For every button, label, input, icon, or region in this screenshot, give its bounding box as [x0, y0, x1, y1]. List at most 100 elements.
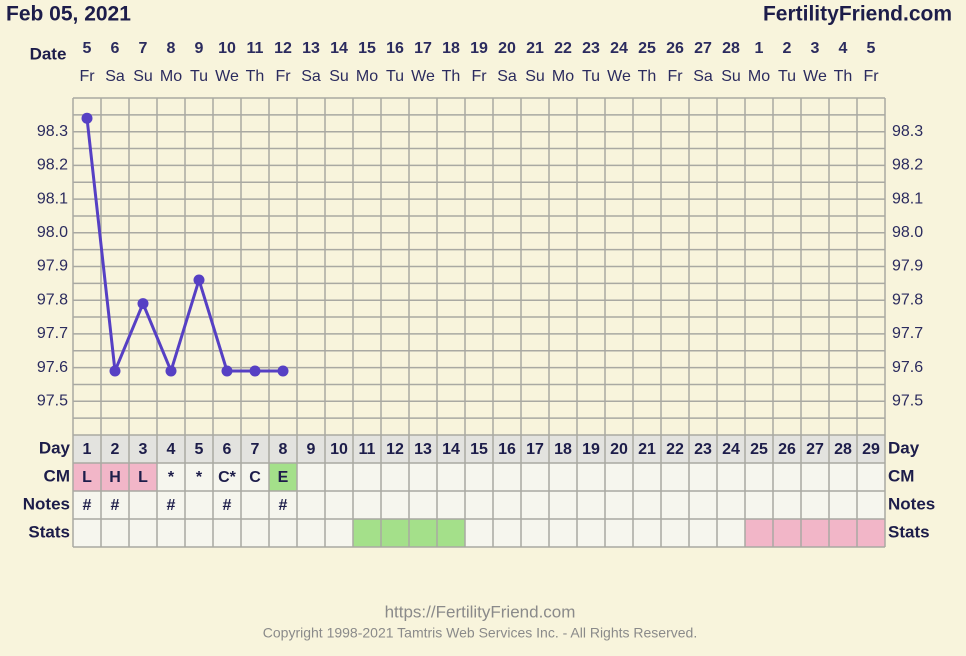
weekday: Fr	[471, 68, 487, 85]
weekday: Fr	[79, 68, 95, 85]
weekday: Fr	[863, 68, 879, 85]
day: 19	[582, 441, 600, 458]
weekday: Th	[442, 68, 461, 85]
stats-cell	[437, 519, 465, 547]
day: 8	[279, 441, 288, 458]
weekday: We	[803, 68, 827, 85]
temperature-point	[277, 365, 289, 377]
cm-cell	[73, 463, 101, 491]
note: #	[83, 497, 92, 514]
note: #	[223, 497, 232, 514]
note: #	[279, 497, 288, 514]
y-tick-label: 98.3	[37, 123, 68, 140]
date: 28	[722, 40, 740, 57]
weekday: Tu	[386, 68, 404, 85]
day: 15	[470, 441, 488, 458]
date: 15	[358, 40, 376, 57]
date: 26	[666, 40, 684, 57]
y-tick-label: 98.1	[892, 190, 923, 207]
day: 14	[442, 441, 460, 458]
y-tick-label: 97.5	[37, 393, 68, 410]
note: #	[167, 497, 176, 514]
copyright: Copyright 1998-2021 Tamtris Web Services…	[263, 625, 697, 641]
date: 8	[167, 40, 176, 57]
note: #	[111, 497, 120, 514]
weekday: We	[607, 68, 631, 85]
day: 21	[638, 441, 656, 458]
temperature-point	[193, 274, 205, 286]
day: 2	[111, 441, 120, 458]
weekday: Mo	[552, 68, 574, 85]
row-bg	[73, 435, 885, 463]
date: 19	[470, 40, 488, 57]
temperature-point	[249, 365, 261, 377]
cm: H	[109, 469, 121, 486]
date-label: Date	[30, 44, 67, 63]
row-label: Day	[39, 438, 71, 457]
day: 27	[806, 441, 824, 458]
stats-cell	[409, 519, 437, 547]
row-label: Stats	[888, 522, 930, 541]
cm: L	[138, 469, 148, 486]
y-tick-label: 98.2	[37, 157, 68, 174]
weekday: Su	[133, 68, 153, 85]
day: 24	[722, 441, 740, 458]
stats-cell	[381, 519, 409, 547]
date: 7	[139, 40, 148, 57]
temperature-point	[137, 298, 149, 310]
chart-title: Feb 05, 2021	[6, 3, 131, 26]
weekday: We	[411, 68, 435, 85]
day: 9	[307, 441, 316, 458]
cm-cell	[101, 463, 129, 491]
weekday: Sa	[301, 68, 321, 85]
day: 18	[554, 441, 572, 458]
stats-cell	[857, 519, 885, 547]
day: 4	[167, 441, 176, 458]
y-tick-label: 97.9	[37, 258, 68, 275]
row-bg	[73, 491, 885, 519]
weekday: Fr	[275, 68, 291, 85]
date: 4	[839, 40, 848, 57]
date: 10	[218, 40, 236, 57]
weekday: Su	[721, 68, 741, 85]
row-label: Stats	[28, 522, 70, 541]
date: 21	[526, 40, 544, 57]
weekday: Th	[834, 68, 853, 85]
date: 22	[554, 40, 572, 57]
date: 3	[811, 40, 820, 57]
day: 23	[694, 441, 712, 458]
y-tick-label: 97.8	[892, 291, 923, 308]
day: 26	[778, 441, 796, 458]
day: 7	[251, 441, 260, 458]
day: 22	[666, 441, 684, 458]
day: 5	[195, 441, 204, 458]
weekday: Tu	[778, 68, 796, 85]
day: 20	[610, 441, 628, 458]
day: 3	[139, 441, 148, 458]
day: 28	[834, 441, 852, 458]
weekday: Th	[638, 68, 657, 85]
date: 5	[867, 40, 876, 57]
temperature-point	[221, 365, 233, 377]
y-tick-label: 97.8	[37, 291, 68, 308]
date: 11	[247, 40, 264, 57]
weekday: Mo	[356, 68, 378, 85]
date: 9	[195, 40, 204, 57]
stats-cell	[829, 519, 857, 547]
day: 12	[386, 441, 404, 458]
date: 1	[755, 40, 764, 57]
date: 13	[302, 40, 320, 57]
temperature-point	[165, 365, 177, 377]
date: 17	[414, 40, 432, 57]
weekday: Su	[329, 68, 349, 85]
row-label: CM	[888, 466, 914, 485]
y-tick-label: 97.6	[892, 359, 923, 376]
date: 25	[638, 40, 656, 57]
y-tick-label: 97.7	[892, 325, 923, 342]
cm-cell	[269, 463, 297, 491]
weekday: Tu	[582, 68, 600, 85]
row-label: Notes	[23, 494, 70, 513]
weekday: Sa	[497, 68, 517, 85]
y-tick-label: 97.7	[37, 325, 68, 342]
day: 6	[223, 441, 232, 458]
